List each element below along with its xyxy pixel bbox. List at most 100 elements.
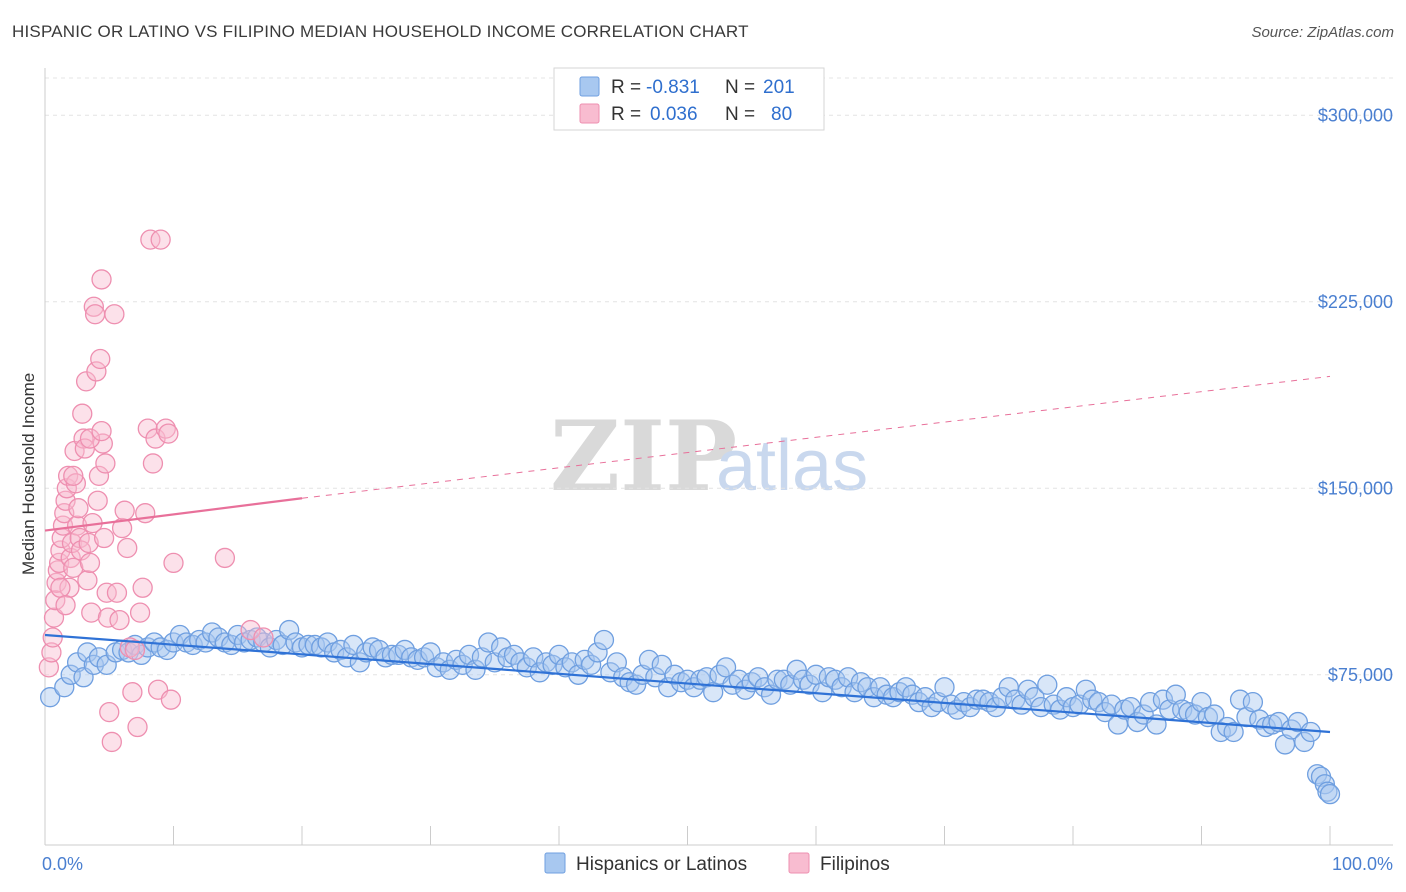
point-filipino-58 [129,602,151,623]
point-hispanic-138 [934,677,955,698]
point-filipino-0 [38,657,60,678]
point-hispanic-118 [805,664,827,685]
data-points [38,229,1341,805]
point-filipino-68 [158,423,179,444]
point-filipino-37 [87,490,108,511]
bottom-legend: Hispanics or Latinos Filipinos [544,852,890,875]
point-hispanic-160 [1075,679,1096,700]
point-hispanic-156 [1050,699,1071,720]
point-filipino-50 [109,609,130,631]
point-filipino-51 [111,517,133,539]
legend-swatch-filipino [579,103,600,124]
chart-title: HISPANIC OR LATINO VS FILIPINO MEDIAN HO… [12,22,749,41]
point-hispanic-68 [484,652,505,673]
point-hispanic-174 [1165,684,1186,705]
point-hispanic-172 [1152,689,1174,710]
legend-n-value-0: 201 [763,77,795,98]
point-hispanic-92 [638,649,660,671]
point-hispanic-85 [593,629,615,651]
point-hispanic-83 [580,654,602,676]
legend-r-value-1: 0.036 [650,104,698,125]
trend-line-filipino [44,497,303,532]
point-filipino-52 [114,500,135,521]
point-filipino-42 [93,527,115,549]
bottom-legend-swatch-hispanic [544,852,566,874]
axes [44,68,1393,846]
point-filipino-78 [55,595,76,616]
point-hispanic-7 [88,647,110,668]
point-filipino-63 [142,453,164,474]
legend-swatch-hispanic [579,76,600,97]
point-filipino-34 [83,296,104,317]
point-hispanic-154 [1037,674,1058,695]
point-filipino-74 [50,577,71,598]
point-hispanic-67 [478,632,499,653]
point-filipino-44 [96,582,117,603]
point-filipino-30 [78,532,99,554]
point-filipino-59 [132,577,153,598]
x-tick-left: 0.0% [42,854,83,874]
legend-n-label-1: N = [725,104,755,125]
point-filipino-39 [90,348,111,370]
point-filipino-62 [140,229,161,250]
point-filipino-22 [68,498,89,519]
y-axis-label: Median Household Income [19,373,38,575]
point-hispanic-78 [548,644,570,666]
y-tick-label-0: $75,000 [1328,665,1393,685]
point-hispanic-200 [1319,784,1341,805]
point-filipino-72 [240,619,261,641]
point-hispanic-152 [1024,687,1045,708]
point-filipino-48 [104,304,125,325]
point-filipino-2 [42,627,63,648]
point-hispanic-123 [837,667,859,688]
point-hispanic-1 [54,677,75,698]
point-hispanic-199 [1317,781,1338,802]
point-filipino-35 [84,304,106,325]
watermark-zip: ZIP [550,400,737,513]
point-filipino-75 [63,465,84,487]
y-tick-labels: $75,000 $150,000 $225,000 $300,000 [1318,105,1393,685]
point-filipino-46 [99,701,120,723]
point-filipino-32 [81,602,102,623]
point-hispanic-184 [1229,689,1251,710]
point-filipino-36 [86,361,107,382]
point-hispanic-170 [1139,692,1161,713]
point-filipino-69 [160,689,182,710]
point-hispanic-178 [1191,692,1212,713]
point-hispanic-183 [1223,721,1244,743]
point-filipino-20 [65,473,86,494]
point-hispanic-104 [715,657,737,678]
point-filipino-57 [127,716,148,738]
point-hispanic-117 [799,674,820,695]
legend-r-label-0: R = [611,77,641,98]
grid-lines [45,77,1393,676]
point-filipino-4 [45,590,66,611]
point-hispanic-157 [1056,687,1077,708]
point-filipino-47 [101,731,122,753]
point-hispanic-5 [77,642,98,663]
point-hispanic-0 [39,687,61,708]
point-hispanic-101 [696,667,717,688]
point-hispanic-36 [278,619,300,641]
point-hispanic-102 [703,682,724,703]
trend-line-hispanic [44,633,1331,734]
point-filipino-56 [124,639,146,661]
point-hispanic-186 [1242,692,1264,713]
trend-extension-filipino [301,375,1331,499]
point-hispanic-74 [523,647,544,668]
y-tick-label-3: $300,000 [1318,105,1393,125]
x-tick-right: 100.0% [1332,854,1393,874]
point-filipino-55 [122,682,143,703]
watermark-atlas: atlas [716,426,868,506]
point-filipino-66 [150,229,171,250]
legend-n-value-1: 80 [771,104,792,125]
bottom-legend-label-filipino: Filipinos [820,854,890,875]
legend-r-value-0: -0.831 [646,77,700,98]
point-filipino-53 [117,537,138,559]
legend-n-label-0: N = [725,77,755,98]
point-filipino-1 [41,642,62,663]
point-filipino-31 [79,552,101,574]
bottom-legend-swatch-filipino [788,852,810,874]
y-tick-label-2: $225,000 [1318,292,1393,312]
